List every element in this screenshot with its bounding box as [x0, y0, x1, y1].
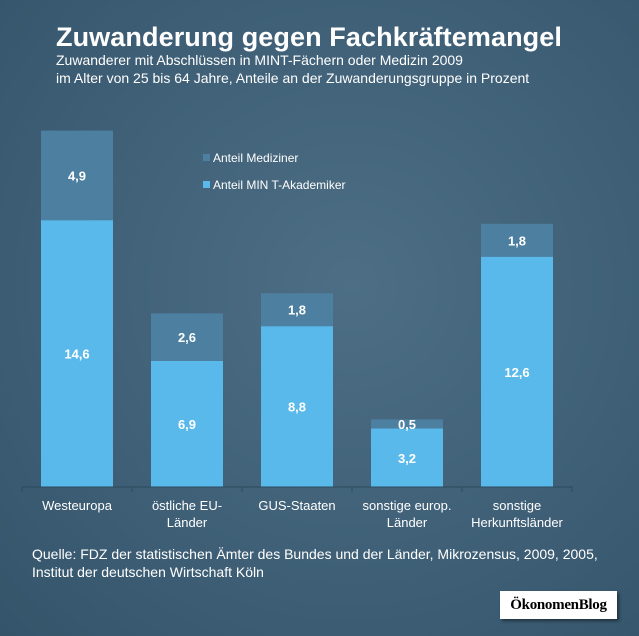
bar-stliche-eu-l-nder-mediziner: [151, 313, 223, 361]
data-label: 1,8: [508, 233, 526, 248]
data-label: 8,8: [288, 400, 306, 415]
x-tick-label: sonstige Herkunftsländer: [471, 498, 563, 530]
data-label: 14,6: [64, 347, 89, 362]
chart-subtitle-line-1: Zuwanderer mit Abschlüssen in MINT-Fäche…: [56, 52, 463, 68]
stacked-bar-chart: 14,6 4,9 6,9 2,6 8,8 1,8 3,2 0,5 12,6 1,8 Westeur…: [21, 130, 573, 530]
data-label: 1,8: [288, 303, 306, 318]
x-tick-label: GUS-Staaten: [258, 498, 335, 513]
chart-subtitle-line-2: im Alter von 25 bis 64 Jahre, Anteile an…: [56, 70, 530, 86]
bar-sonstige-herkunftsl-nder-mediziner: [481, 223, 553, 257]
data-label: 4,9: [68, 168, 86, 183]
bar-sonstige-europ-l-nder-mediziner: [371, 419, 443, 429]
legend-swatch: [203, 154, 210, 161]
bar-sonstige-europ-l-nder-mint: [371, 428, 443, 487]
bar-group: 14,6 4,9 6,9 2,6 8,8 1,8 3,2 0,5 12,6 1,8: [41, 130, 553, 488]
x-tick-label: sonstige europ. Länder: [363, 498, 452, 530]
legend-label: Anteil Mediziner: [213, 151, 298, 165]
source-note: Quelle: FDZ der statistischen Ämter des …: [32, 546, 598, 580]
x-tick-label-line: Herkunftsländer: [471, 515, 563, 530]
x-tick-label-line: sonstige europ.: [363, 498, 452, 513]
x-axis-labels: Westeuropa östliche EU- Länder GUS-Staaten s…: [42, 498, 563, 530]
x-tick-label-line: GUS-Staaten: [258, 498, 335, 513]
chart-title: Zuwanderung gegen Fachkräftemangel: [56, 22, 562, 52]
data-label: 3,2: [398, 451, 416, 466]
x-tick-label-line: sonstige: [493, 498, 541, 513]
data-label: 0,5: [398, 417, 416, 432]
x-tick-label-line: Westeuropa: [42, 498, 113, 513]
legend-swatch: [203, 181, 210, 188]
x-tick-label: östliche EU- Länder: [152, 498, 222, 530]
bar-westeuropa-mediziner: [41, 130, 113, 221]
x-tick-label-line: Länder: [167, 515, 208, 530]
oekonomenblog-logo: ÖkonomenBlog: [500, 591, 617, 619]
bar-stliche-eu-l-nder-mint: [151, 360, 223, 487]
x-axis: [21, 486, 573, 492]
legend: Anteil Mediziner Anteil MIN T-Akademiker: [203, 151, 346, 192]
data-label: 2,6: [178, 330, 196, 345]
bar-gus-staaten-mint: [261, 326, 333, 487]
x-tick-label-line: östliche EU-: [152, 498, 222, 513]
data-label: 6,9: [178, 417, 196, 432]
legend-label: Anteil MIN T-Akademiker: [213, 178, 346, 192]
bar-sonstige-herkunftsl-nder-mint: [481, 256, 553, 487]
data-label: 12,6: [504, 365, 529, 380]
bar-westeuropa-mint: [41, 220, 113, 488]
x-tick-label-line: Länder: [387, 515, 428, 530]
x-tick-label: Westeuropa: [42, 498, 113, 513]
bar-gus-staaten-mediziner: [261, 293, 333, 327]
